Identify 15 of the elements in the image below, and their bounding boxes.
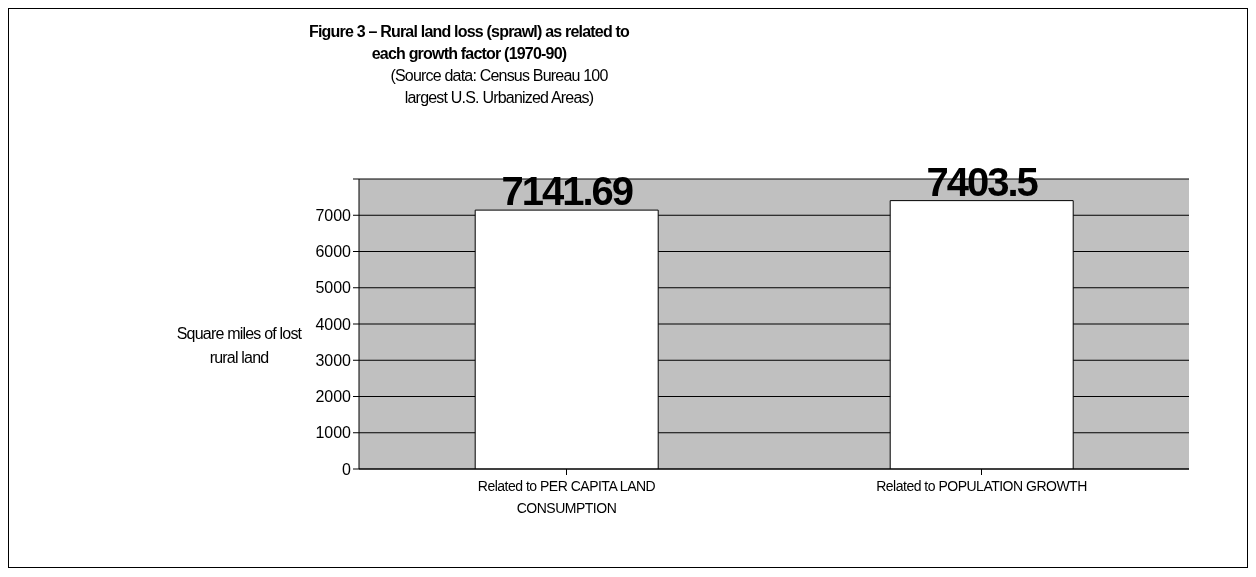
y-tick-label: 4000 (315, 315, 352, 333)
y-axis-title: Square miles of lost rural land (175, 324, 303, 368)
y-tick-label: 0 (342, 460, 352, 478)
x-tick-label: Related to PER CAPITA LAND CONSUMPTION (477, 478, 656, 516)
chart-subtitle: (Source data: Census Bureau 100 largest U.S. Urbanized Areas) (389, 66, 609, 108)
data-label: 7403.5 (926, 159, 1039, 204)
chart-title: Figure 3 – Rural land loss (sprawl) as related to each growth factor (1970-90) (308, 22, 630, 64)
y-tick-label: 7000 (315, 206, 352, 224)
x-tick-label: Related to POPULATION GROWTH (876, 478, 1087, 494)
y-tick-label: 1000 (315, 424, 352, 442)
y-tick-label: 5000 (315, 279, 352, 297)
y-tick-label: 3000 (315, 351, 352, 369)
data-label: 7141.69 (501, 169, 633, 214)
y-tick-label: 6000 (315, 243, 352, 261)
y-tick-label: 2000 (315, 388, 352, 406)
